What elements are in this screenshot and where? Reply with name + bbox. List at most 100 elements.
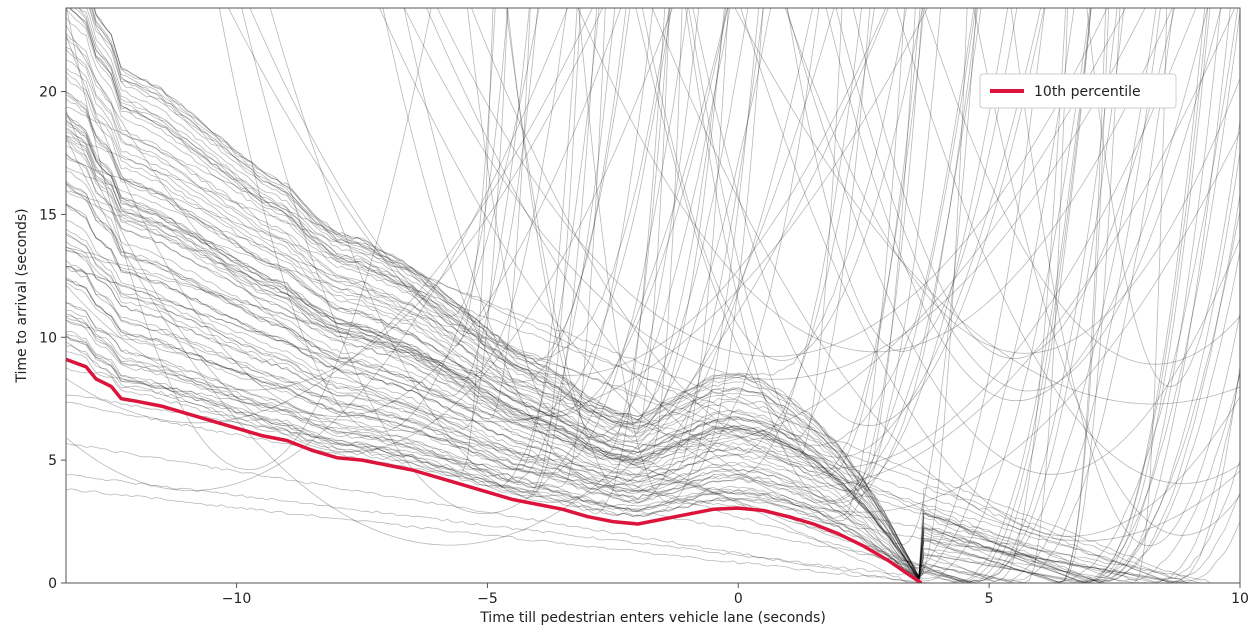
trajectory-line (66, 10, 1240, 583)
trajectory-line (66, 367, 1240, 583)
trajectory-line (66, 121, 1240, 583)
trajectory-line (403, 8, 813, 486)
trajectory-line (66, 8, 1092, 583)
trajectory-line (66, 8, 1161, 583)
trajectory-line (66, 8, 1107, 583)
trajectory-line (90, 8, 1240, 582)
trajectory-line (66, 8, 673, 453)
y-tick-label: 15 (39, 207, 57, 223)
trajectory-line (66, 8, 916, 492)
trajectory-line (66, 8, 683, 466)
trajectory-line (66, 8, 1174, 583)
y-axis: 0 5 10 15 20 (39, 85, 66, 592)
trajectory-line (66, 17, 1240, 582)
trajectory-line (505, 8, 764, 504)
trajectory-line (66, 116, 1240, 583)
trajectory-line (66, 8, 530, 397)
trajectory-line (577, 8, 1173, 353)
trajectory-line (66, 157, 1240, 583)
y-tick-label: 20 (39, 85, 57, 101)
trajectory-line (66, 8, 820, 483)
trajectory-line (66, 8, 772, 443)
trajectory-line (66, 8, 1239, 583)
trajectory-line (66, 8, 672, 421)
trajectory-line (66, 8, 1118, 583)
trajectory-line (66, 8, 764, 492)
x-tick-label: 10 (1231, 591, 1249, 607)
trajectory-line (66, 135, 1240, 583)
trajectory-line (66, 166, 1240, 583)
trajectory-line (66, 8, 923, 508)
trajectory-line (66, 8, 1092, 583)
trajectory-line (973, 8, 1240, 536)
trajectory-line (66, 266, 1240, 583)
trajectory-line (66, 8, 862, 501)
trajectory-line (66, 8, 598, 499)
trajectory-line (66, 8, 921, 479)
trajectory-line (68, 8, 1240, 583)
trajectory-line (641, 8, 923, 361)
trajectory-line (68, 8, 509, 317)
x-tick-label: 0 (734, 591, 743, 607)
trajectory-line (66, 246, 1240, 583)
trajectory-line (69, 8, 1110, 583)
trajectory-line (91, 8, 539, 324)
trajectory-line (66, 8, 977, 546)
trajectory-line (825, 8, 1208, 402)
trajectory-line (651, 8, 1240, 542)
trajectory-line (66, 8, 1231, 583)
trajectory-line (66, 320, 1240, 583)
trajectory-line (66, 190, 1240, 583)
trajectory-line (66, 266, 1240, 583)
trajectory-line (66, 8, 1157, 583)
trajectory-line (66, 8, 978, 504)
trajectory-line (66, 8, 581, 494)
trajectory-line (66, 8, 729, 489)
x-tick-label: −10 (222, 591, 252, 607)
trajectory-line (66, 8, 603, 391)
trajectory-line (66, 8, 606, 488)
legend-label: 10th percentile (1034, 84, 1141, 100)
trajectory-line (923, 8, 1240, 365)
trajectory-line (66, 334, 1240, 583)
trajectory-line (66, 46, 1240, 583)
trajectory-line (578, 8, 760, 503)
trajectory-line (66, 488, 1240, 583)
trajectory-line (66, 8, 1121, 583)
trajectory-line (382, 8, 729, 417)
trajectory-line (66, 250, 1240, 583)
trajectory-line (66, 106, 1240, 583)
trajectory-line (241, 8, 728, 514)
trajectory-line (66, 8, 843, 469)
trajectory-line (471, 8, 1197, 469)
trajectory-line (66, 8, 968, 579)
y-tick-label: 5 (48, 453, 57, 469)
trajectory-line (93, 8, 670, 360)
trajectory-line (66, 8, 928, 423)
trajectory-line (436, 8, 1108, 357)
trajectory-line (66, 8, 975, 455)
x-tick-label: −5 (477, 591, 498, 607)
legend: 10th percentile (979, 73, 1177, 109)
trajectory-line (66, 8, 1221, 583)
trajectory-line (403, 8, 1146, 380)
trajectory-line (66, 8, 569, 492)
trajectory-line (835, 8, 1222, 392)
trajectory-line (66, 474, 1240, 583)
trajectory-line (784, 8, 1240, 354)
trajectory-line (74, 8, 749, 425)
trajectory-line (66, 442, 1240, 583)
trajectory-line (1010, 8, 1240, 547)
trajectory-line (426, 8, 1240, 513)
trajectory-line (86, 8, 1092, 582)
trajectory-line (249, 8, 887, 376)
trajectory-line (66, 8, 631, 383)
trajectory-line (66, 8, 432, 470)
trajectory-line (740, 8, 1240, 537)
trajectory-line (896, 8, 1240, 484)
trajectory-line (66, 8, 1209, 583)
trajectory-line (66, 8, 593, 424)
trajectory-line (66, 8, 1046, 569)
trajectory-line (379, 8, 1236, 488)
